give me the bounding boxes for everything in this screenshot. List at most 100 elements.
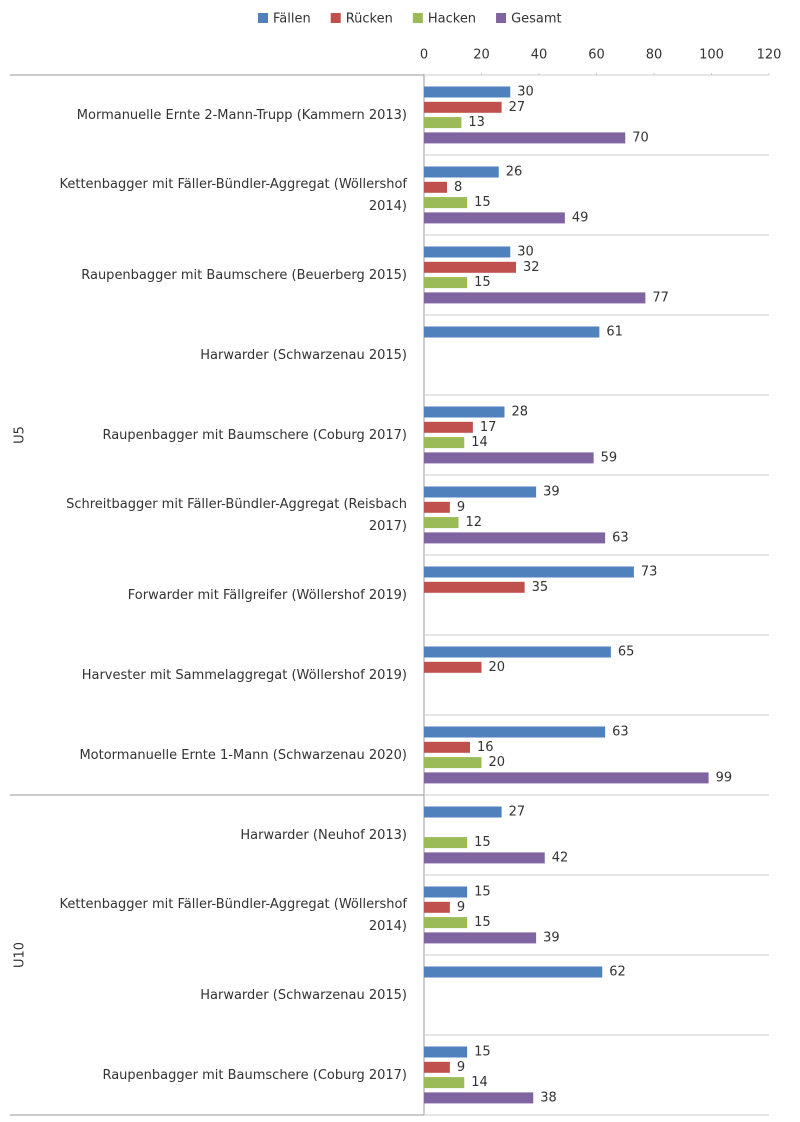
x-tick-label: 120 — [757, 48, 782, 63]
data-label: 63 — [612, 530, 629, 545]
legend-swatch — [412, 13, 423, 23]
bar — [424, 437, 465, 449]
data-label: 14 — [471, 1075, 488, 1090]
bar — [424, 646, 611, 658]
legend-label: Fällen — [273, 12, 311, 27]
data-label: 99 — [716, 770, 733, 785]
category-label: Harwarder (Neuhof 2013) — [240, 828, 407, 843]
bar — [424, 1046, 468, 1058]
x-tick-label: 100 — [699, 48, 724, 63]
category-label-line: Motormanuelle Ernte 1-Mann (Schwarzenau … — [79, 748, 407, 763]
legend-label: Gesamt — [511, 12, 562, 27]
bar — [424, 132, 626, 144]
category-label: Raupenbagger mit Baumschere (Coburg 2017… — [102, 428, 407, 443]
bar — [424, 101, 502, 113]
x-tick-label: 0 — [420, 48, 428, 63]
data-label: 20 — [489, 660, 506, 675]
data-label: 28 — [512, 405, 529, 420]
x-tick-label: 60 — [588, 48, 605, 63]
bar — [424, 292, 646, 304]
bar — [424, 246, 511, 258]
data-label: 61 — [606, 325, 623, 340]
data-label: 20 — [489, 755, 506, 770]
category-label: Kettenbagger mit Fäller-Bündler-Aggregat… — [59, 897, 407, 934]
data-label: 65 — [618, 645, 635, 660]
bar — [424, 757, 482, 769]
bar — [424, 452, 594, 464]
data-label: 62 — [609, 965, 626, 980]
legend-swatch — [258, 13, 268, 23]
category-label-line: 2014) — [369, 919, 407, 934]
data-label: 38 — [540, 1090, 557, 1105]
data-label: 73 — [641, 565, 658, 580]
legend-swatch — [330, 13, 341, 23]
data-label: 27 — [509, 100, 526, 115]
data-label: 12 — [466, 515, 483, 530]
bar — [424, 212, 565, 224]
category-label: Motormanuelle Ernte 1-Mann (Schwarzenau … — [79, 748, 407, 763]
category-label-line: Raupenbagger mit Baumschere (Beuerberg 2… — [81, 268, 407, 283]
bar — [424, 166, 499, 178]
bar — [424, 661, 482, 673]
data-label: 59 — [601, 450, 618, 465]
data-label: 14 — [471, 435, 488, 450]
data-label: 15 — [474, 195, 491, 210]
data-label: 49 — [572, 210, 589, 225]
category-label-line: Mormanuelle Ernte 2-Mann-Trupp (Kammern … — [77, 108, 407, 123]
category-label-line: Schreitbagger mit Fäller-Bündler-Aggrega… — [66, 497, 407, 512]
category-label-line: Harvester mit Sammelaggregat (Wöllershof… — [82, 668, 407, 683]
data-label: 32 — [523, 260, 540, 275]
data-label: 39 — [543, 930, 560, 945]
bar — [424, 901, 450, 913]
bar — [424, 772, 709, 784]
bar — [424, 726, 606, 738]
bar — [424, 806, 502, 818]
legend-label: Rücken — [346, 12, 393, 27]
data-label: 8 — [454, 180, 462, 195]
data-label: 13 — [468, 115, 485, 130]
category-label-line: Forwarder mit Fällgreifer (Wöllershof 20… — [128, 588, 407, 603]
bar — [424, 86, 511, 98]
legend: Fällen Rücken Hacken Gesamt — [258, 12, 562, 27]
bar — [424, 117, 462, 129]
category-label: Kettenbagger mit Fäller-Bündler-Aggregat… — [59, 177, 407, 214]
data-label: 17 — [480, 420, 497, 435]
data-label: 30 — [517, 85, 534, 100]
bar — [424, 837, 468, 849]
data-label: 16 — [477, 740, 494, 755]
bar — [424, 886, 468, 898]
data-label: 15 — [474, 915, 491, 930]
category-label-line: Harwarder (Schwarzenau 2015) — [200, 988, 407, 1003]
bar — [424, 1092, 534, 1104]
legend-label: Hacken — [428, 12, 476, 27]
category-label: Forwarder mit Fällgreifer (Wöllershof 20… — [128, 588, 407, 603]
data-label: 77 — [652, 290, 669, 305]
x-tick-label: 40 — [531, 48, 548, 63]
category-label-line: Kettenbagger mit Fäller-Bündler-Aggregat… — [59, 897, 407, 912]
bar — [424, 326, 600, 338]
bar — [424, 852, 545, 864]
bar — [424, 181, 447, 193]
data-label: 39 — [543, 485, 560, 500]
bar — [424, 1061, 450, 1073]
data-label: 15 — [474, 885, 491, 900]
data-label: 42 — [552, 850, 569, 865]
data-label: 70 — [632, 130, 649, 145]
bar — [424, 532, 606, 544]
bar — [424, 566, 634, 578]
legend-swatch — [496, 13, 507, 23]
category-label-line: Kettenbagger mit Fäller-Bündler-Aggregat… — [59, 177, 407, 192]
data-label: 9 — [457, 1060, 465, 1075]
data-label: 15 — [474, 1045, 491, 1060]
bar — [424, 261, 516, 273]
x-tick-label: 80 — [646, 48, 663, 63]
data-label: 63 — [612, 725, 629, 740]
bar — [424, 1077, 465, 1089]
category-label-line: Harwarder (Neuhof 2013) — [240, 828, 407, 843]
bar — [424, 406, 505, 418]
data-label: 35 — [532, 580, 549, 595]
data-label: 27 — [509, 805, 526, 820]
data-label: 9 — [457, 900, 465, 915]
category-label: Mormanuelle Ernte 2-Mann-Trupp (Kammern … — [77, 108, 407, 123]
